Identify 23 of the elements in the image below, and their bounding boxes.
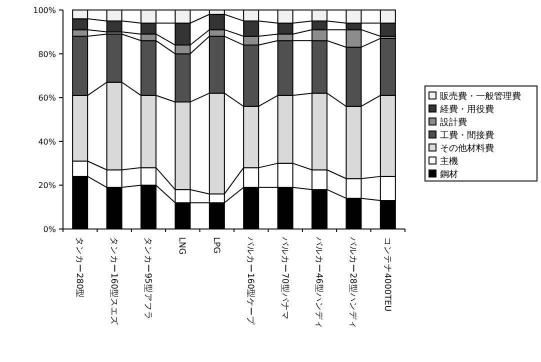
legend-label: 販売費・一般管理費 bbox=[440, 91, 521, 102]
x-tick-label: タンカー160型スエズ bbox=[108, 237, 120, 326]
y-tick-label: 60% bbox=[38, 94, 56, 103]
y-tick-label: 0% bbox=[43, 225, 56, 234]
x-tick-label: コンテナ4000TEU bbox=[382, 237, 392, 312]
x-tick-label: タンカー95型アフラ bbox=[142, 237, 154, 320]
legend-label: 経費・用役費 bbox=[439, 104, 494, 115]
legend-label: 鋼材 bbox=[440, 169, 458, 180]
legend-label: その他材料費 bbox=[440, 143, 494, 154]
legend-label: 設計費 bbox=[440, 117, 467, 128]
legend-label: 工費・間接費 bbox=[440, 130, 494, 141]
x-tick-label: バルカー160型ケープ bbox=[245, 236, 256, 326]
y-tick-label: 80% bbox=[38, 50, 56, 59]
x-tick-label: バルカー28型ハンディ bbox=[348, 236, 359, 329]
legend-label: 主機 bbox=[440, 156, 458, 167]
x-tick-label: LPG bbox=[210, 237, 221, 254]
y-tick-label: 100% bbox=[33, 6, 56, 15]
y-tick-label: 20% bbox=[38, 181, 56, 190]
x-tick-label: バルカー70型パナマ bbox=[279, 236, 290, 320]
y-tick-label: 40% bbox=[38, 137, 56, 146]
x-tick-label: LNG bbox=[176, 237, 187, 255]
x-tick-label: タンカー280型 bbox=[74, 237, 86, 298]
x-tick-label: バルカー46型ハンディ bbox=[314, 236, 324, 329]
